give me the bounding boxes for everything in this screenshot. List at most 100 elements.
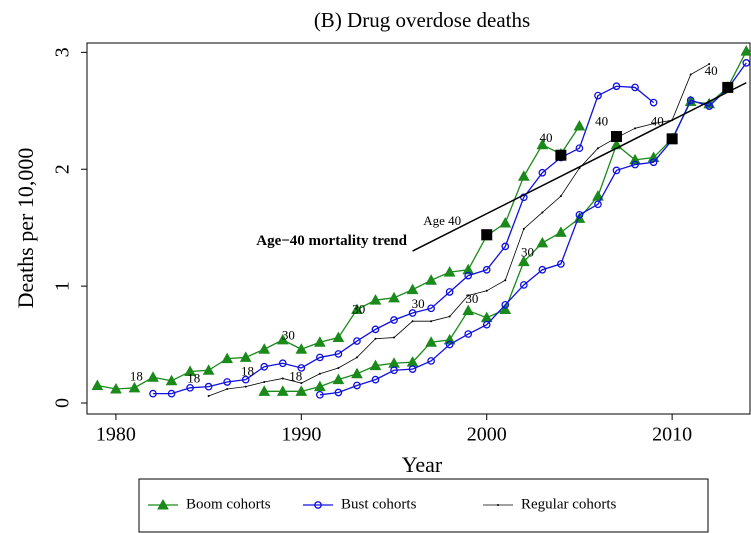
data-point [260, 362, 269, 371]
y-tick-label: 0 [52, 398, 74, 408]
data-point [686, 96, 695, 105]
data-point [258, 385, 271, 396]
data-point [482, 320, 491, 329]
series-line [153, 85, 655, 395]
data-point [464, 271, 473, 280]
data-point [276, 385, 289, 396]
data-point [204, 382, 213, 391]
data-point [202, 364, 215, 375]
annotation: Age 40 [423, 213, 461, 228]
chart-title: (B) Drug overdose deaths [314, 8, 530, 32]
data-point [110, 382, 122, 394]
data-point [522, 227, 525, 230]
data-point [300, 382, 303, 385]
annotation: 18 [187, 371, 200, 386]
data-point [165, 374, 178, 386]
series-line [208, 63, 710, 397]
data-point [501, 242, 510, 251]
data-point [445, 340, 454, 349]
data-point [631, 83, 639, 92]
data-point [207, 394, 210, 397]
data-point [334, 388, 343, 397]
data-point [221, 352, 234, 364]
data-point [430, 320, 433, 323]
data-point [612, 82, 621, 91]
data-point [559, 195, 562, 198]
x-tick-label: 2010 [652, 424, 692, 446]
data-point [351, 303, 363, 315]
data-point [425, 336, 437, 347]
data-point [371, 325, 380, 334]
data-point [740, 45, 751, 56]
data-point [241, 375, 250, 384]
y-axis-label: Deaths per 10,000 [13, 148, 38, 309]
data-point [575, 210, 584, 219]
data-point [351, 367, 363, 379]
age40-point [722, 81, 734, 93]
data-point [517, 255, 530, 267]
annotation: 40 [540, 130, 553, 145]
data-point [278, 359, 287, 368]
annotation: 18 [289, 368, 302, 383]
data-point [355, 356, 358, 359]
x-tick-label: 1980 [96, 424, 136, 446]
data-point [128, 381, 141, 393]
data-point [652, 122, 655, 125]
data-point [371, 375, 380, 384]
y-tick-label: 2 [52, 164, 74, 174]
data-point [705, 102, 714, 110]
data-point [167, 389, 176, 398]
annotation: 30 [465, 291, 478, 306]
data-point [594, 91, 602, 100]
data-point [689, 73, 692, 76]
data-point [276, 333, 289, 345]
data-point [184, 365, 196, 376]
legend-marker [497, 504, 499, 506]
annotation: 18 [130, 368, 143, 383]
trend-line [412, 82, 747, 252]
data-point [464, 330, 473, 338]
data-point [634, 127, 637, 130]
data-point [316, 353, 324, 362]
data-point [281, 377, 284, 380]
data-point [482, 265, 491, 274]
data-point [519, 281, 528, 289]
data-point [504, 279, 507, 282]
data-point [499, 303, 512, 315]
y-tick-label: 1 [52, 281, 74, 291]
x-tick-label: 1990 [281, 424, 321, 446]
data-point [314, 336, 326, 347]
data-point [390, 316, 398, 324]
data-point [485, 289, 488, 292]
data-point [443, 266, 456, 277]
data-point [708, 63, 711, 66]
legend-label: Bust cohorts [341, 496, 417, 512]
data-point [538, 168, 547, 177]
x-tick-label: 2000 [467, 424, 507, 446]
data-point [408, 309, 417, 317]
data-point [592, 190, 604, 201]
age40-point [555, 149, 567, 161]
age40-point [666, 133, 678, 145]
data-point [427, 357, 435, 365]
y-tick-label: 3 [52, 47, 74, 57]
data-point [239, 351, 252, 362]
annotation: 30 [282, 327, 295, 342]
data-point [390, 366, 398, 375]
data-point [742, 59, 751, 67]
data-point [334, 350, 343, 358]
data-point [501, 300, 510, 309]
legend-box [138, 478, 709, 533]
annotation: 30 [412, 296, 425, 311]
data-point [297, 364, 306, 372]
data-point [316, 390, 324, 399]
data-point [149, 389, 157, 398]
data-point [649, 158, 658, 167]
data-point [557, 260, 565, 268]
data-point [244, 385, 247, 388]
data-point [596, 147, 599, 150]
data-point [517, 170, 530, 181]
data-point [295, 385, 308, 396]
data-point [374, 337, 377, 340]
